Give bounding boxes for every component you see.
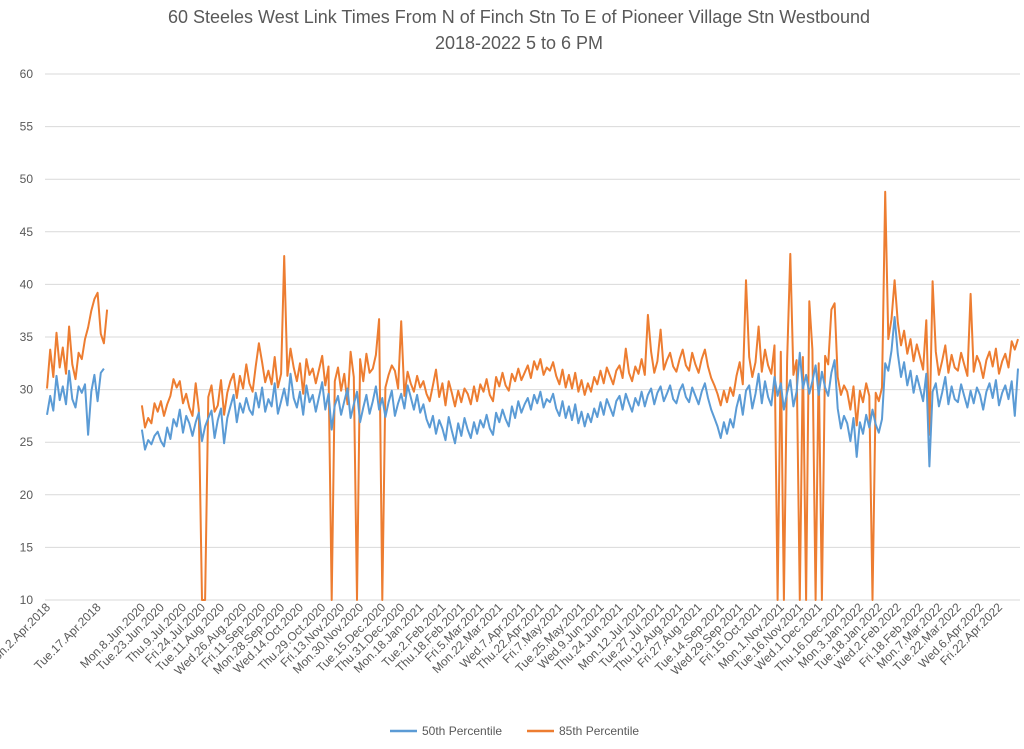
series-lines <box>46 190 1019 601</box>
y-axis-tick-labels: 10 15 20 25 30 35 40 45 50 55 60 <box>20 67 34 607</box>
y-tick-label-55: 55 <box>20 120 34 134</box>
y-tick-label-40: 40 <box>20 277 34 291</box>
chart-subtitle: 2018-2022 5 to 6 PM <box>435 33 603 53</box>
x-axis-tick-labels: Mon.2.Apr.2018Tue.17.Apr.2018Mon.8.Jun.2… <box>0 600 1005 678</box>
legend-label-50th-percentile: 50th Percentile <box>422 724 502 738</box>
legend: 50th Percentile 85th Percentile <box>390 724 639 738</box>
y-tick-label-20: 20 <box>20 488 34 502</box>
y-tick-label-50: 50 <box>20 172 34 186</box>
y-tick-label-10: 10 <box>20 593 34 607</box>
y-tick-label-30: 30 <box>20 383 34 397</box>
y-tick-label-15: 15 <box>20 540 34 554</box>
y-tick-label-45: 45 <box>20 225 34 239</box>
legend-label-85th-percentile: 85th Percentile <box>559 724 639 738</box>
y-tick-label-60: 60 <box>20 67 34 81</box>
series-line-85th-percentile <box>46 190 1019 601</box>
y-tick-label-25: 25 <box>20 435 34 449</box>
chart-title: 60 Steeles West Link Times From N of Fin… <box>168 7 870 27</box>
y-tick-label-35: 35 <box>20 330 34 344</box>
series-line-50th-percentile <box>46 316 1019 468</box>
